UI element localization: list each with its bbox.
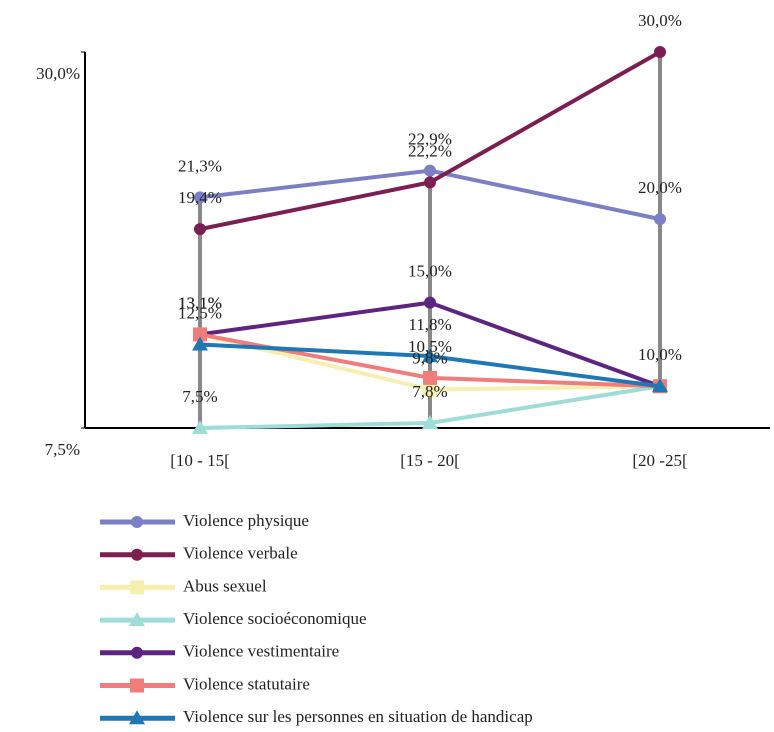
legend-marker bbox=[129, 612, 145, 627]
x-tick-label: [20 -25[ bbox=[632, 451, 688, 470]
data-point bbox=[192, 336, 208, 351]
data-point bbox=[654, 213, 666, 226]
data-point bbox=[192, 420, 208, 434]
data-label: 22,2% bbox=[408, 141, 452, 160]
data-label: 9,8% bbox=[412, 348, 447, 367]
data-label: 13,1% bbox=[178, 293, 222, 312]
legend-marker bbox=[131, 548, 143, 561]
legend-label: Violence physique bbox=[183, 511, 309, 530]
data-point bbox=[424, 164, 436, 177]
data-label: 10,5% bbox=[408, 337, 452, 356]
data-label: 22,9% bbox=[408, 130, 452, 149]
legend-marker bbox=[131, 516, 143, 528]
data-label: 11,8% bbox=[408, 315, 451, 334]
data-point bbox=[194, 223, 206, 236]
legend-marker bbox=[130, 678, 144, 693]
legend-label: Violence statutaire bbox=[183, 674, 310, 693]
x-tick-label: [10 - 15[ bbox=[170, 451, 230, 470]
data-label: 15,0% bbox=[408, 262, 452, 281]
data-point bbox=[652, 378, 668, 393]
data-label: 10,0% bbox=[638, 345, 682, 364]
data-point bbox=[654, 46, 666, 58]
y-tick-label: 30,0% bbox=[36, 64, 80, 83]
data-point bbox=[194, 191, 206, 204]
data-label: 19,4% bbox=[178, 188, 222, 207]
data-point bbox=[423, 382, 437, 397]
y-tick-label: 7,5% bbox=[45, 440, 80, 459]
legend-marker bbox=[130, 580, 144, 595]
x-tick-label: [15 - 20[ bbox=[400, 451, 460, 470]
data-label: 30,0% bbox=[638, 11, 682, 30]
legend-marker bbox=[129, 710, 145, 725]
legend-marker bbox=[131, 646, 143, 659]
data-point bbox=[424, 176, 436, 189]
legend-label: Violence sur les personnes en situation … bbox=[183, 707, 533, 726]
data-label: 20,0% bbox=[638, 178, 682, 197]
data-point bbox=[422, 414, 438, 429]
legend-label: Violence socioéconomique bbox=[183, 609, 367, 628]
legend-label: Violence vestimentaire bbox=[183, 642, 339, 661]
data-label: 12,5% bbox=[178, 303, 222, 322]
data-label: 7,8% bbox=[412, 382, 447, 401]
data-point bbox=[422, 348, 438, 363]
data-label: 21,3% bbox=[178, 156, 222, 175]
data-label: 13,1% bbox=[178, 293, 222, 312]
legend-label: Violence verbale bbox=[183, 544, 298, 563]
data-point bbox=[193, 327, 207, 342]
data-label: 7,5% bbox=[182, 387, 217, 406]
data-point bbox=[423, 370, 437, 385]
legend-label: Abus sexuel bbox=[183, 576, 267, 595]
data-point bbox=[424, 296, 436, 309]
